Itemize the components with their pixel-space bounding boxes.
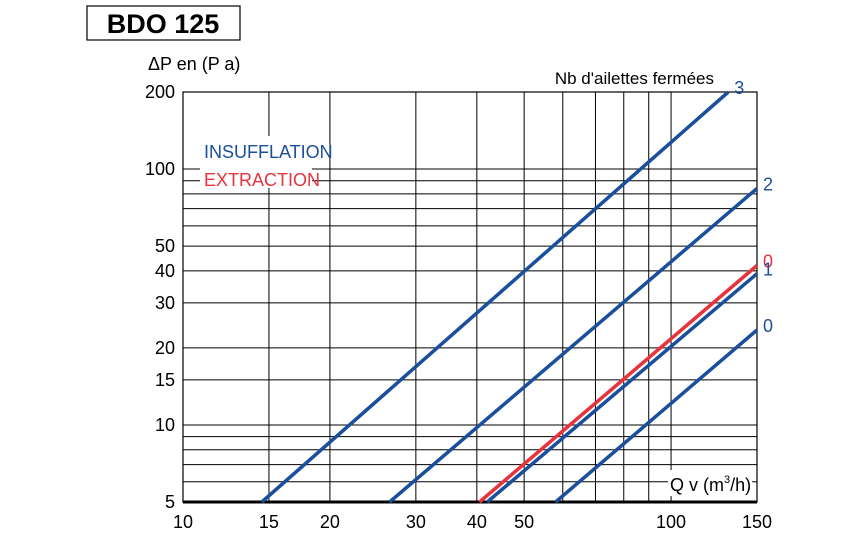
y-tick-label: 30 bbox=[155, 293, 175, 313]
y-tick-label: 50 bbox=[155, 236, 175, 256]
title-box bbox=[86, 5, 241, 41]
series-label: 3 bbox=[734, 78, 744, 98]
series-lines bbox=[260, 90, 759, 504]
x-axis-label-suffix: /h) bbox=[730, 475, 751, 495]
y-tick-label: 40 bbox=[155, 261, 175, 281]
series-label: 0 bbox=[763, 251, 773, 271]
x-tick-label: 40 bbox=[467, 512, 487, 532]
series-label: 2 bbox=[763, 174, 773, 194]
series-label: 0 bbox=[763, 316, 773, 336]
x-tick-label: 30 bbox=[406, 512, 426, 532]
y-tick-label: 200 bbox=[145, 82, 175, 102]
legend-title: Nb d'ailettes fermées bbox=[555, 69, 714, 88]
series-label: 1 bbox=[763, 260, 773, 280]
x-tick-label: 15 bbox=[259, 512, 279, 532]
legend-background bbox=[200, 136, 312, 188]
chart-title: BDO 125 bbox=[107, 9, 220, 39]
series-line-insufflation-2 bbox=[388, 187, 759, 504]
x-axis-label-background bbox=[668, 470, 752, 496]
series-line-insufflation-1 bbox=[486, 272, 759, 504]
legend-extraction: EXTRACTION bbox=[204, 170, 320, 190]
x-axis-label-prefix: Q v (m bbox=[670, 475, 724, 495]
x-tick-label: 50 bbox=[514, 512, 534, 532]
x-tick-label: 20 bbox=[320, 512, 340, 532]
x-tick-label: 150 bbox=[742, 512, 772, 532]
y-tick-label: 15 bbox=[155, 370, 175, 390]
series-line-insufflation-3 bbox=[260, 90, 730, 504]
series-line-extraction-0 bbox=[478, 264, 759, 504]
y-tick-label: 10 bbox=[155, 415, 175, 435]
y-tick-label: 100 bbox=[145, 159, 175, 179]
y-tick-label: 5 bbox=[165, 492, 175, 512]
y-tick-label: 20 bbox=[155, 338, 175, 358]
x-axis-label: Q v (m3/h) bbox=[670, 474, 751, 495]
x-axis-label-exponent: 3 bbox=[724, 474, 730, 486]
x-tick-label: 10 bbox=[173, 512, 193, 532]
y-axis-label: ΔP en (P a) bbox=[148, 54, 240, 74]
x-tick-label: 100 bbox=[656, 512, 686, 532]
legend-insufflation: INSUFFLATION bbox=[204, 142, 333, 162]
series-line-insufflation-0 bbox=[554, 328, 759, 504]
